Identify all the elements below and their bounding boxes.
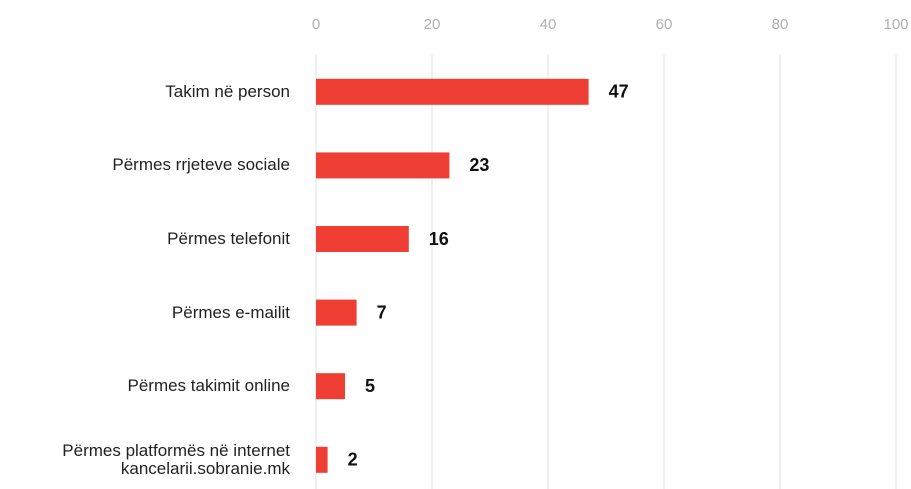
value-label: 7 xyxy=(377,302,387,322)
value-label: 16 xyxy=(429,229,449,249)
category-label: Takim në person xyxy=(165,81,290,101)
value-label: 5 xyxy=(365,376,375,396)
value-label: 23 xyxy=(469,155,489,175)
bar xyxy=(316,446,328,473)
category-label: Përmes rrjeteve sociale xyxy=(112,155,290,175)
bar xyxy=(316,373,345,400)
x-tick-label: 100 xyxy=(883,16,908,33)
category-label: Përmes takimit online xyxy=(127,376,290,396)
category-label: Përmes platformës në internet kancelarii… xyxy=(62,440,290,478)
category-label: Përmes telefonit xyxy=(167,229,290,248)
bar xyxy=(316,226,409,252)
value-label: 47 xyxy=(609,82,629,102)
x-tick-label: 20 xyxy=(424,16,441,33)
bar xyxy=(316,152,450,179)
bar xyxy=(316,78,589,105)
x-tick-label: 0 xyxy=(312,16,320,33)
x-tick-label: 80 xyxy=(772,16,789,33)
x-tick-label: 60 xyxy=(656,16,673,33)
x-tick-label: 40 xyxy=(540,16,557,33)
bar xyxy=(316,299,357,326)
value-label: 2 xyxy=(348,450,358,470)
category-label: Përmes e-mailit xyxy=(171,302,290,322)
